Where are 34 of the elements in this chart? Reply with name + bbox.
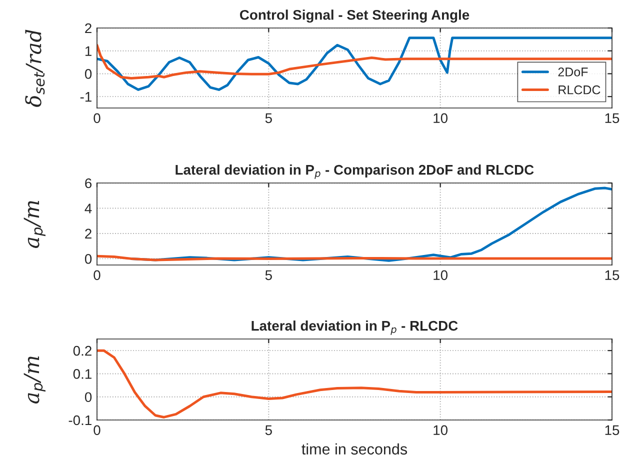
y-tick-label: 0.1 [73, 369, 92, 379]
x-tick-label: 15 [605, 113, 620, 124]
y-tick-label: 0.2 [73, 346, 92, 356]
x-axis-title: time in seconds [302, 443, 408, 455]
x-tick-label: 10 [434, 425, 448, 436]
x-tick-label: 0 [94, 270, 100, 280]
x-tick-label: 15 [605, 270, 620, 280]
y-tick-label: -1 [80, 92, 92, 102]
x-tick-label: 10 [434, 270, 448, 280]
y-tick-label: 4 [84, 204, 92, 214]
y-tick-label: 1 [85, 46, 92, 56]
y-axis-title: a$_{p}$/m [24, 356, 46, 404]
x-tick-label: 0 [94, 425, 100, 436]
y-tick-label: 0 [84, 392, 92, 402]
legend-label: 2DoF [558, 68, 588, 76]
y-tick-label: 0 [84, 69, 92, 79]
chart-title: Lateral deviation in P$_{p}$ - RLCDC [252, 320, 458, 335]
x-tick-label: 5 [265, 270, 272, 280]
x-tick-label: 10 [434, 113, 448, 124]
y-tick-label: 0 [84, 254, 92, 264]
y-tick-label: 2 [85, 23, 92, 34]
y-tick-label: 6 [85, 178, 92, 188]
legend-label: RLCDC [558, 85, 600, 94]
y-tick-label: 2 [85, 228, 92, 238]
x-tick-label: 5 [265, 425, 272, 436]
y-axis-title: δ$_{set}$/rad [25, 30, 45, 107]
chart-title: Control Signal - Set Steering Angle [240, 10, 470, 23]
y-axis-title: a$_{p}$/m [24, 200, 46, 248]
y-tick-label: -0.1 [68, 415, 92, 426]
x-tick-label: 15 [605, 425, 620, 436]
x-tick-label: 0 [94, 113, 100, 124]
line-series [97, 44, 612, 80]
chart-title: Lateral deviation in P$_{p}$ - Comparison 2DoF and RLCDC [176, 164, 534, 179]
x-tick-label: 5 [265, 113, 272, 124]
